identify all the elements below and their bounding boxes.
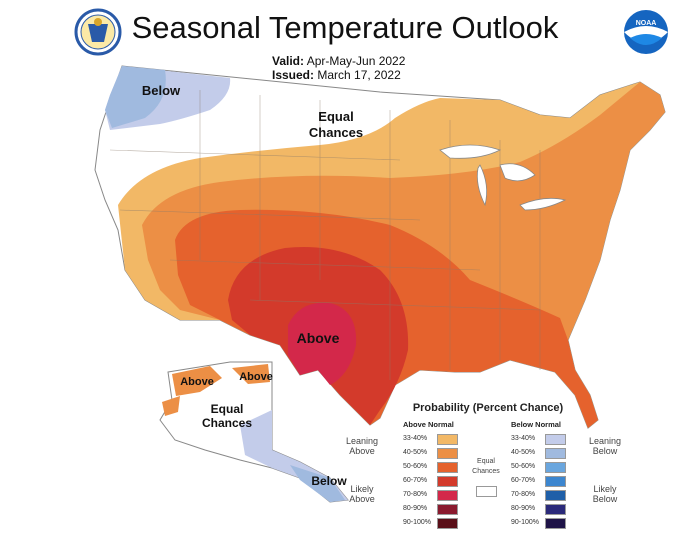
above-bin-swatch	[437, 448, 458, 459]
label-ak-below: Below	[311, 474, 347, 488]
above-legend-row: 60-70%	[403, 476, 483, 487]
label-ak-above-1: Above	[180, 376, 214, 388]
above-legend-row: 90-100%	[403, 518, 483, 529]
above-legend-row: 40-50%	[403, 448, 483, 459]
above-bin-label: 90-100%	[403, 519, 432, 526]
legend-title: Probability (Percent Chance)	[412, 402, 564, 414]
legend-below-header: Below Normal	[511, 420, 562, 429]
below-bin-swatch	[545, 462, 566, 473]
below-legend-row: 80-90%	[511, 504, 591, 515]
below-bin-swatch	[545, 434, 566, 445]
likely-below-line2: Below	[592, 494, 618, 504]
above-legend-row: 33-40%	[403, 434, 483, 445]
legend-equal-line1: Equal	[477, 458, 495, 465]
below-bin-label: 40-50%	[511, 449, 536, 456]
above-70-80-region	[288, 302, 357, 385]
above-bin-swatch	[437, 462, 458, 473]
doc-seal-icon	[74, 8, 122, 56]
great-lakes	[439, 144, 567, 211]
below-bin-swatch	[545, 504, 566, 515]
above-bin-label: 60-70%	[403, 477, 428, 484]
legend-leaning-above: Leaning Above	[340, 436, 384, 456]
valid-value: Apr-May-Jun 2022	[306, 54, 406, 68]
below-bin-label: 80-90%	[511, 505, 536, 512]
above-bin-swatch	[437, 518, 458, 529]
above-legend-row: 70-80%	[403, 490, 483, 501]
leaning-below-line2: Below	[592, 446, 618, 456]
below-bin-label: 90-100%	[511, 519, 540, 526]
issued-label: Issued:	[272, 68, 315, 82]
below-bin-label: 50-60%	[511, 463, 536, 470]
alaska-below-panhandle	[290, 465, 345, 502]
below-bin-swatch	[545, 518, 566, 529]
above-bin-swatch	[437, 434, 458, 445]
legend-equal-swatch	[476, 486, 497, 497]
above-bin-swatch	[437, 504, 458, 515]
below-bin-swatch	[545, 476, 566, 487]
state-lines	[109, 90, 541, 380]
below-bin-swatch	[545, 448, 566, 459]
label-equal-1: Equal	[318, 109, 353, 124]
label-above-main: Above	[297, 330, 340, 346]
label-ak-above-2: Above	[239, 371, 273, 383]
likely-below-line1: Likely	[593, 484, 617, 494]
alaska-above-north	[232, 364, 270, 384]
noaa-logo-icon: NOAA	[624, 10, 668, 54]
below-bin-label: 33-40%	[511, 435, 536, 442]
below-legend-row: 40-50%	[511, 448, 591, 459]
leaning-below-line1: Leaning	[588, 436, 622, 446]
below-bin-swatch	[545, 490, 566, 501]
above-bin-label: 33-40%	[403, 435, 428, 442]
label-ak-equal-1: Equal	[211, 402, 244, 416]
legend-equal-chances: Equal Chances	[469, 457, 503, 477]
above-bin-label: 50-60%	[403, 463, 428, 470]
below-legend-row: 60-70%	[511, 476, 591, 487]
above-bin-label: 80-90%	[403, 505, 428, 512]
below-legend-row: 33-40%	[511, 434, 591, 445]
below-40-50-region	[105, 66, 166, 128]
below-bin-label: 70-80%	[511, 491, 536, 498]
leaning-above-line2: Above	[349, 446, 375, 456]
below-legend-row: 50-60%	[511, 462, 591, 473]
legend-likely-below: Likely Below	[580, 484, 630, 504]
below-bin-label: 60-70%	[511, 477, 536, 484]
below-legend-row: 90-100%	[511, 518, 591, 529]
above-bin-label: 40-50%	[403, 449, 428, 456]
legend-likely-above: Likely Above	[340, 484, 384, 504]
issued-line: Issued: March 17, 2022	[272, 68, 401, 82]
label-below-nw: Below	[142, 83, 181, 98]
leaning-above-line1: Leaning	[345, 436, 379, 446]
above-bin-swatch	[437, 490, 458, 501]
issued-value: March 17, 2022	[317, 68, 401, 82]
legend-leaning-below: Leaning Below	[580, 436, 630, 456]
above-legend-row: 80-90%	[403, 504, 483, 515]
legend: Probability (Percent Chance) Above Norma…	[398, 402, 598, 538]
likely-above-line1: Likely	[350, 484, 374, 494]
page-title: Seasonal Temperature Outlook	[131, 10, 559, 45]
legend-above-header: Above Normal	[403, 420, 454, 429]
valid-line: Valid: Apr-May-Jun 2022	[272, 54, 405, 68]
above-legend-row: 50-60%	[403, 462, 483, 473]
noaa-text: NOAA	[636, 20, 657, 27]
legend-equal-line2: Chances	[472, 468, 500, 475]
likely-above-line2: Above	[349, 494, 375, 504]
valid-label: Valid:	[272, 54, 305, 68]
label-ak-equal-2: Chances	[202, 416, 252, 430]
below-legend-row: 70-80%	[511, 490, 591, 501]
above-bin-label: 70-80%	[403, 491, 428, 498]
label-equal-2: Chances	[309, 125, 363, 140]
above-bin-swatch	[437, 476, 458, 487]
alaska-above-west	[172, 366, 222, 396]
alaska-above-sw	[162, 396, 180, 416]
